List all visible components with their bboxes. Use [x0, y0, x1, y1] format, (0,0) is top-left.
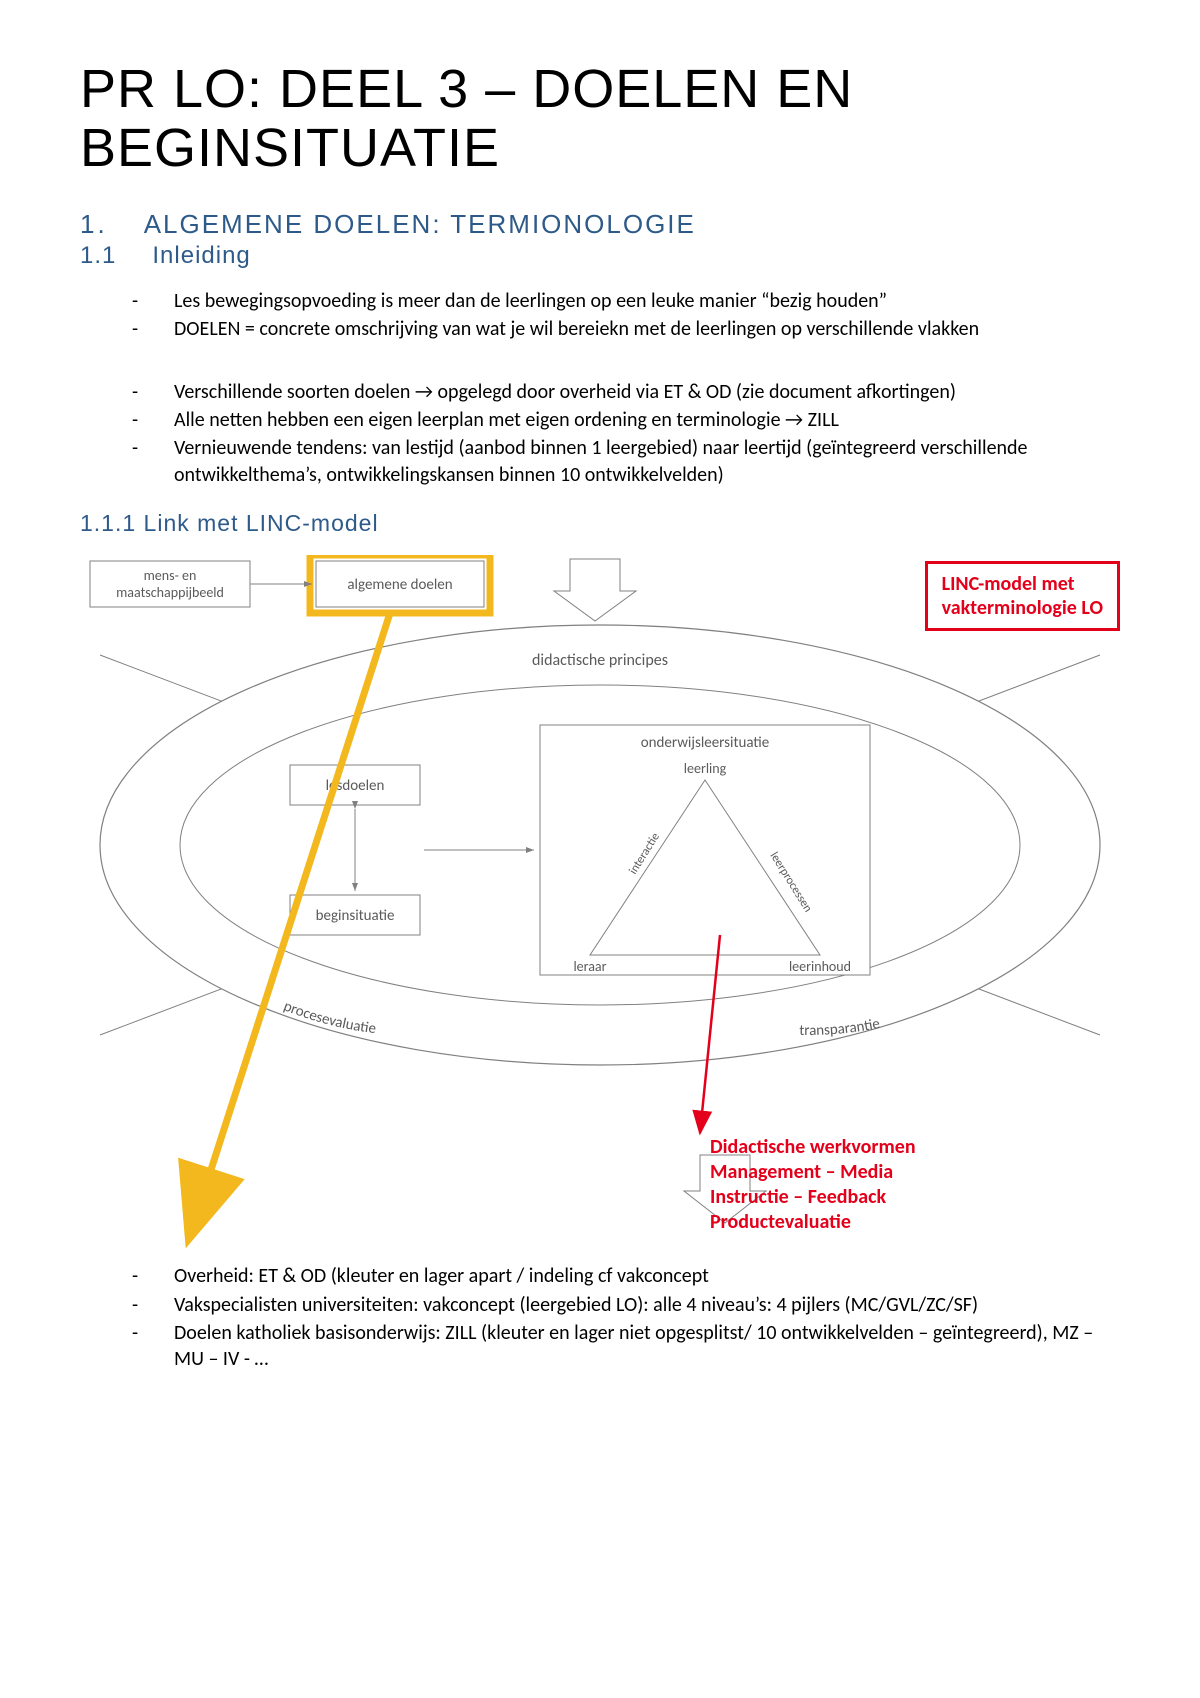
svg-text:maatschappijbeeld: maatschappijbeeld	[116, 584, 224, 601]
label-beginsituatie: beginsituatie	[316, 907, 395, 925]
label-didactische-principes: didactische principes	[532, 651, 668, 670]
red-callout-line: LINC-model met	[942, 572, 1075, 596]
list-item: Doelen katholiek basisonderwijs: ZILL (k…	[132, 1320, 1120, 1373]
heading-2-text: Inleiding	[152, 242, 250, 270]
heading-1: 1. ALGEMENE DOELEN: TERMIONOLOGIE	[80, 209, 1120, 240]
document-page: PR LO: DEEL 3 – DOELEN EN BEGINSITUATIE …	[0, 0, 1200, 1698]
label-leerling: leerling	[684, 760, 727, 777]
list-item: Alle netten hebben een eigen leerplan me…	[132, 407, 1120, 433]
list-item: Overheid: ET & OD (kleuter en lager apar…	[132, 1263, 1120, 1289]
red-annot-line: Productevaluatie	[710, 1210, 851, 1234]
label-algemene-doelen: algemene doelen	[347, 576, 452, 594]
list-item: Vernieuwende tendens: van lestijd (aanbo…	[132, 435, 1120, 488]
red-annotation: Didactische werkvormen Management – Medi…	[710, 1135, 916, 1235]
bullet-list-b: Verschillende soorten doelen → opgelegd …	[132, 379, 1120, 489]
heading-2-number: 1.1	[80, 242, 116, 270]
red-annot-line: Didactische werkvormen	[710, 1135, 916, 1159]
red-callout-line: vakterminologie LO	[942, 596, 1103, 620]
linc-diagram-svg: didactische principes procesevaluatie tr…	[80, 555, 1120, 1255]
red-annot-line: Management – Media	[710, 1160, 893, 1184]
label-leraar: leraar	[573, 958, 606, 975]
red-callout-box: LINC-model met vakterminologie LO	[925, 561, 1120, 631]
list-item: DOELEN = concrete omschrijving van wat j…	[132, 316, 1120, 342]
svg-text:mens- en: mens- en	[144, 567, 197, 584]
list-item: Verschillende soorten doelen → opgelegd …	[132, 379, 1120, 405]
heading-1-text: ALGEMENE DOELEN: TERMIONOLOGIE	[144, 209, 696, 240]
list-item: Les bewegingsopvoeding is meer dan de le…	[132, 288, 1120, 314]
heading-1-number: 1.	[80, 209, 108, 240]
linc-diagram: LINC-model met vakterminologie LO	[80, 555, 1120, 1255]
heading-2: 1.1 Inleiding	[80, 242, 1120, 270]
label-leerinhoud: leerinhoud	[789, 958, 851, 975]
list-item: Vakspecialisten universiteiten: vakconce…	[132, 1292, 1120, 1318]
red-annot-line: Instructie – Feedback	[710, 1185, 886, 1209]
bullet-list-c: Overheid: ET & OD (kleuter en lager apar…	[132, 1263, 1120, 1373]
document-title: PR LO: DEEL 3 – DOELEN EN BEGINSITUATIE	[80, 60, 1120, 179]
bullet-list-a: Les bewegingsopvoeding is meer dan de le…	[132, 288, 1120, 343]
heading-3: 1.1.1 Link met LINC-model	[80, 510, 1120, 537]
label-ols: onderwijsleersituatie	[641, 734, 770, 752]
